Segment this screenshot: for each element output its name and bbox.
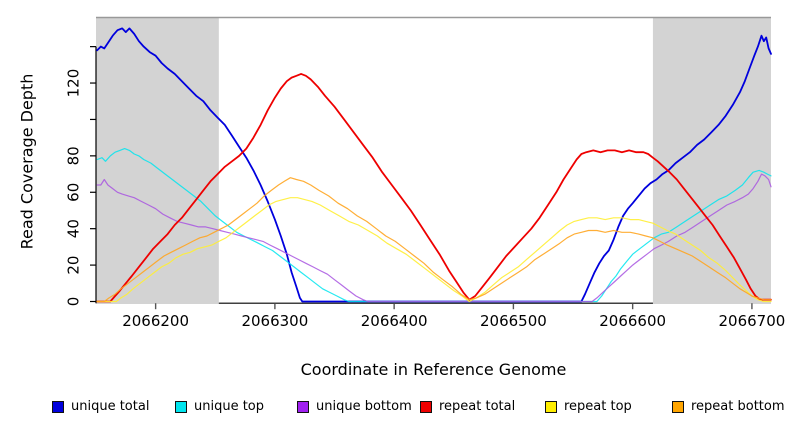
legend-item-unique-bottom: unique bottom	[297, 398, 412, 416]
legend-item-repeat-total: repeat total	[420, 398, 515, 416]
legend-item-unique-total: unique total	[52, 398, 149, 416]
unique-bottom-swatch-icon	[297, 401, 309, 413]
legend-label: unique top	[194, 399, 265, 414]
series-line-repeat-total	[96, 73, 772, 303]
x-tick-label: 2066700	[719, 312, 786, 330]
legend: unique total unique top unique bottom re…	[0, 398, 792, 420]
series-line-unique-top	[96, 148, 772, 303]
y-tick-label: 120	[65, 69, 83, 98]
legend-label: repeat bottom	[691, 399, 785, 414]
legend-item-repeat-top: repeat top	[545, 398, 632, 416]
legend-label: repeat top	[564, 399, 632, 414]
legend-item-unique-top: unique top	[175, 398, 264, 416]
y-tick-label: 60	[65, 183, 83, 202]
x-tick-label: 2066300	[241, 312, 308, 330]
y-tick-label: 80	[65, 146, 83, 165]
y-tick-label: 20	[65, 256, 83, 275]
series-line-repeat-bottom	[96, 177, 772, 303]
legend-label: repeat total	[439, 399, 516, 414]
x-tick-label: 2066200	[122, 312, 189, 330]
repeat-bottom-swatch-icon	[672, 401, 684, 413]
x-axis-title: Coordinate in Reference Genome	[300, 360, 567, 379]
series-line-repeat-top	[96, 197, 772, 303]
legend-label: unique bottom	[316, 399, 412, 414]
x-tick-label: 2066500	[480, 312, 547, 330]
x-tick-label: 2066600	[599, 312, 666, 330]
unique-total-swatch-icon	[52, 401, 64, 413]
legend-item-repeat-bottom: repeat bottom	[672, 398, 785, 416]
highlight-region-left	[96, 17, 219, 304]
series-line-unique-bottom	[96, 173, 772, 303]
y-axis-title: Read Coverage Depth	[17, 73, 37, 250]
unique-top-swatch-icon	[175, 401, 187, 413]
y-tick-label: 40	[65, 219, 83, 238]
repeat-total-swatch-icon	[420, 401, 432, 413]
y-tick-label: 0	[65, 297, 83, 307]
legend-label: unique total	[71, 399, 150, 414]
x-tick-label: 2066400	[361, 312, 428, 330]
repeat-top-swatch-icon	[545, 401, 557, 413]
